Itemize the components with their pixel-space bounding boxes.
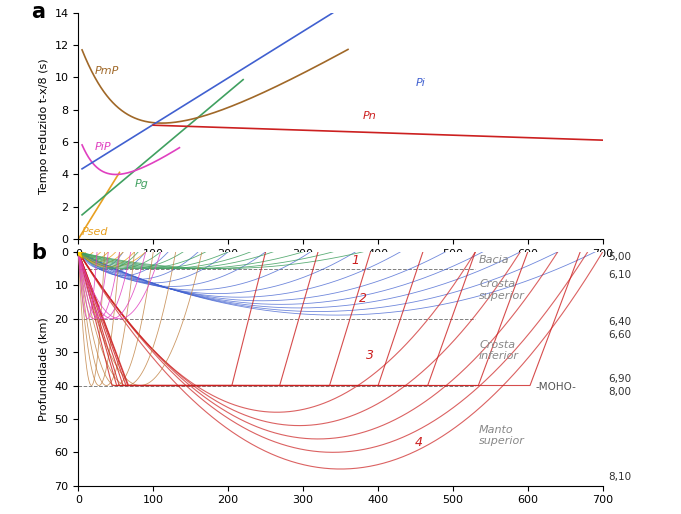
X-axis label: Distância (km): Distância (km) [300, 264, 381, 274]
Text: Manto
superior: Manto superior [479, 425, 525, 447]
Text: PmP: PmP [95, 66, 119, 76]
Text: Crosta
superior: Crosta superior [479, 280, 525, 301]
Text: 3: 3 [366, 349, 375, 362]
Text: 6,60: 6,60 [608, 331, 631, 340]
Text: 8,00: 8,00 [608, 387, 631, 397]
Text: -MOHO-: -MOHO- [535, 382, 576, 392]
Text: Psed: Psed [82, 227, 108, 237]
Text: Pi: Pi [415, 78, 426, 87]
Text: 6,90: 6,90 [608, 374, 631, 384]
Text: 6,10: 6,10 [608, 270, 631, 280]
Text: Pg: Pg [134, 179, 148, 189]
Text: 2: 2 [359, 292, 367, 305]
Text: Crosta
inferior: Crosta inferior [479, 340, 519, 361]
Text: a: a [31, 2, 45, 22]
Text: 4: 4 [415, 436, 423, 449]
Text: 1: 1 [351, 254, 360, 267]
Text: 6,40: 6,40 [608, 317, 631, 327]
Text: Pn: Pn [363, 111, 377, 121]
Text: b: b [31, 243, 46, 263]
Text: PiP: PiP [95, 142, 112, 152]
Y-axis label: Profundidade (km): Profundidade (km) [39, 317, 49, 420]
Text: Bacia: Bacia [479, 255, 509, 265]
Y-axis label: Tempo reduzido t-x/8 (s): Tempo reduzido t-x/8 (s) [39, 58, 49, 194]
Text: 5,00: 5,00 [608, 252, 631, 262]
Text: 8,10: 8,10 [608, 472, 631, 482]
